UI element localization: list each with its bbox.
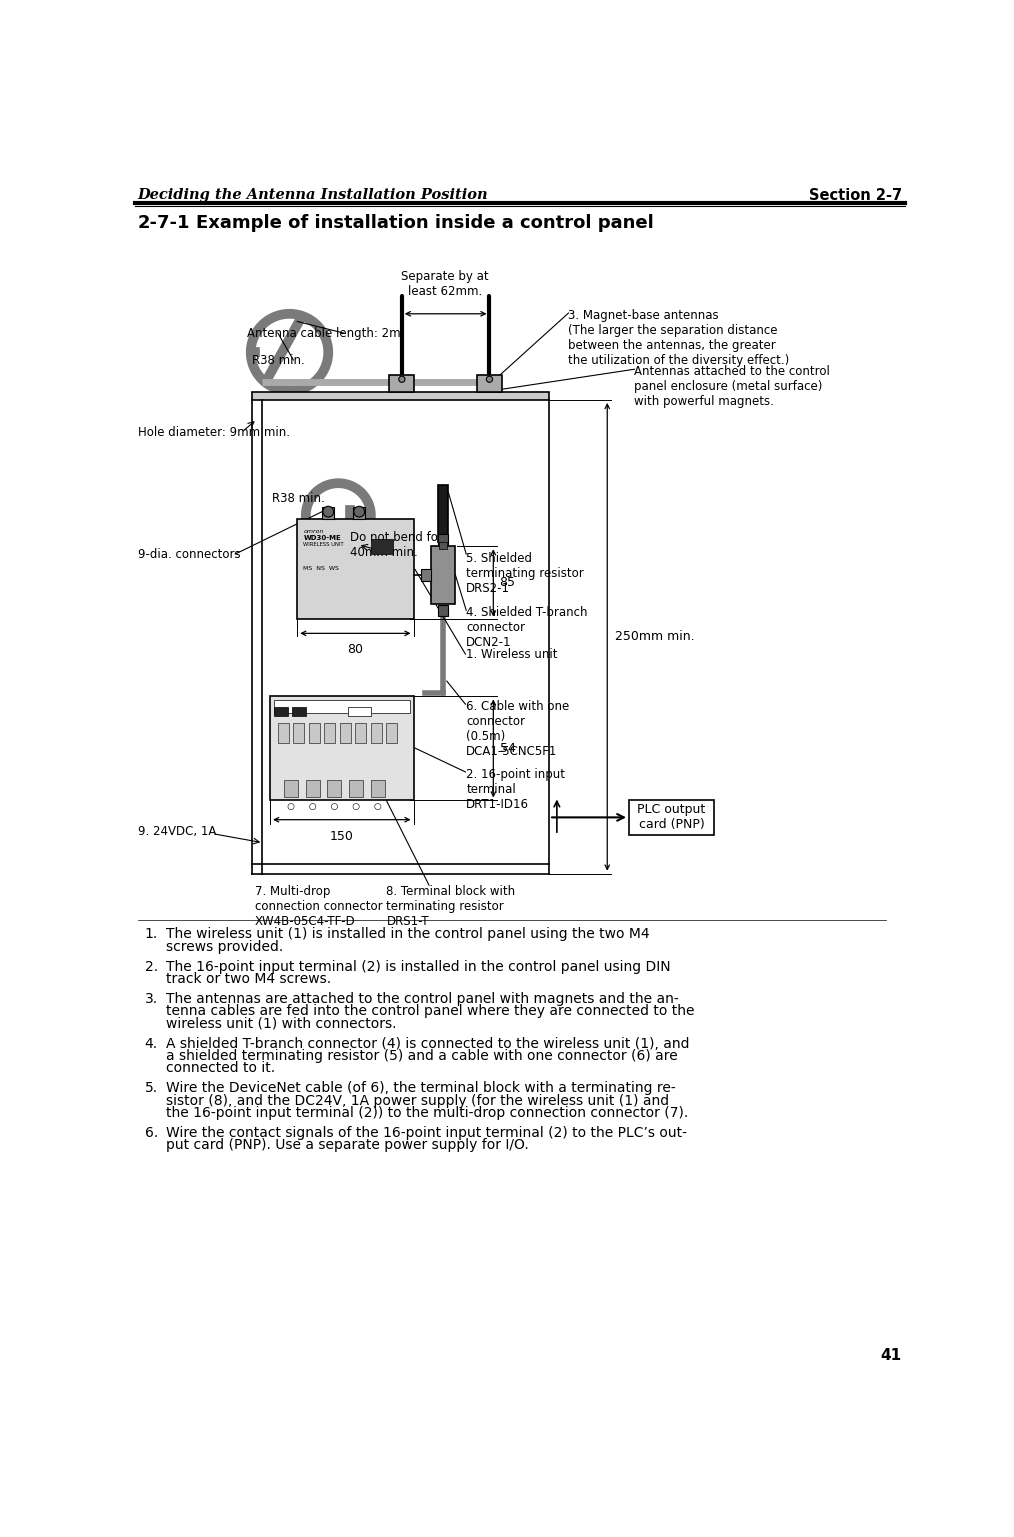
- Text: 7. Multi-drop
connection connector
XW4B-05C4-TF-D: 7. Multi-drop connection connector XW4B-…: [255, 885, 382, 928]
- Bar: [322, 507, 335, 520]
- Bar: [309, 724, 319, 742]
- Text: R38 min.: R38 min.: [273, 492, 325, 506]
- Circle shape: [399, 377, 405, 383]
- Bar: [371, 779, 385, 796]
- Text: 1.: 1.: [145, 927, 158, 942]
- Bar: [477, 375, 502, 392]
- Circle shape: [353, 804, 359, 810]
- Bar: [270, 696, 414, 801]
- Text: 6.: 6.: [145, 1127, 158, 1140]
- Bar: [252, 392, 550, 400]
- Bar: [292, 707, 306, 716]
- Text: 54: 54: [500, 741, 515, 755]
- Bar: [355, 724, 366, 742]
- Bar: [437, 606, 448, 616]
- Text: The antennas are attached to the control panel with magnets and the an-: The antennas are attached to the control…: [165, 993, 678, 1007]
- Bar: [284, 779, 298, 796]
- Bar: [348, 707, 371, 716]
- Text: PLC output
card (PNP): PLC output card (PNP): [638, 804, 706, 832]
- Circle shape: [332, 804, 338, 810]
- Text: 6. Cable with one
connector
(0.5m)
DCA1-5CNC5F1: 6. Cable with one connector (0.5m) DCA1-…: [466, 701, 570, 758]
- Circle shape: [322, 506, 334, 516]
- Text: R38 min.: R38 min.: [252, 354, 305, 366]
- Bar: [328, 779, 342, 796]
- Text: Wire the contact signals of the 16-point input terminal (2) to the PLC’s out-: Wire the contact signals of the 16-point…: [165, 1127, 686, 1140]
- Text: 2.: 2.: [145, 959, 158, 974]
- Bar: [437, 484, 448, 543]
- Bar: [371, 538, 392, 553]
- Bar: [421, 569, 431, 581]
- Bar: [274, 707, 288, 716]
- Bar: [431, 546, 455, 604]
- Bar: [297, 520, 414, 619]
- Bar: [353, 507, 365, 520]
- Text: 2-7-1: 2-7-1: [138, 214, 190, 232]
- Text: 3. Magnet-base antennas
(The larger the separation distance
between the antennas: 3. Magnet-base antennas (The larger the …: [569, 309, 790, 367]
- Text: wireless unit (1) with connectors.: wireless unit (1) with connectors.: [165, 1017, 396, 1031]
- Text: Hole diameter: 9mm min.: Hole diameter: 9mm min.: [138, 426, 290, 440]
- Bar: [274, 699, 410, 713]
- Text: 4. Shielded T-branch
connector
DCN2-1: 4. Shielded T-branch connector DCN2-1: [466, 607, 588, 650]
- Text: 250mm min.: 250mm min.: [615, 630, 695, 642]
- Bar: [340, 724, 351, 742]
- Text: 80: 80: [348, 642, 363, 656]
- Text: Deciding the Antenna Installation Position: Deciding the Antenna Installation Positi…: [138, 189, 488, 203]
- Text: screws provided.: screws provided.: [165, 939, 283, 954]
- Text: Example of installation inside a control panel: Example of installation inside a control…: [197, 214, 654, 232]
- Bar: [349, 779, 363, 796]
- Text: 2. 16-point input
terminal
DRT1-ID16: 2. 16-point input terminal DRT1-ID16: [466, 768, 565, 812]
- Bar: [293, 724, 304, 742]
- Text: MS  NS  WS: MS NS WS: [303, 566, 340, 570]
- Text: connected to it.: connected to it.: [165, 1062, 275, 1076]
- Bar: [629, 801, 714, 835]
- Text: track or two M4 screws.: track or two M4 screws.: [165, 971, 331, 987]
- Text: 150: 150: [330, 830, 353, 842]
- Text: 8. Terminal block with
terminating resistor
DRS1-T: 8. Terminal block with terminating resis…: [386, 885, 515, 928]
- Bar: [371, 724, 381, 742]
- Text: Antenna cable length: 2m: Antenna cable length: 2m: [246, 326, 401, 340]
- Text: 4.: 4.: [145, 1037, 158, 1051]
- Circle shape: [309, 804, 315, 810]
- Text: 3.: 3.: [145, 993, 158, 1007]
- Bar: [306, 779, 319, 796]
- Circle shape: [354, 506, 365, 516]
- Text: a shielded terminating resistor (5) and a cable with one connector (6) are: a shielded terminating resistor (5) and …: [165, 1050, 677, 1064]
- Bar: [439, 543, 447, 549]
- Text: tenna cables are fed into the control panel where they are connected to the: tenna cables are fed into the control pa…: [165, 1005, 694, 1019]
- Text: The wireless unit (1) is installed in the control panel using the two M4: The wireless unit (1) is installed in th…: [165, 927, 649, 942]
- Text: Section 2-7: Section 2-7: [808, 189, 901, 203]
- Text: Wire the DeviceNet cable (of 6), the terminal block with a terminating re-: Wire the DeviceNet cable (of 6), the ter…: [165, 1082, 675, 1096]
- Text: A shielded T-branch connector (4) is connected to the wireless unit (1), and: A shielded T-branch connector (4) is con…: [165, 1037, 689, 1051]
- Text: Do not bend for
40mm min.: Do not bend for 40mm min.: [350, 530, 443, 559]
- Text: put card (PNP). Use a separate power supply for I/O.: put card (PNP). Use a separate power sup…: [165, 1139, 528, 1153]
- Text: The 16-point input terminal (2) is installed in the control panel using DIN: The 16-point input terminal (2) is insta…: [165, 959, 670, 974]
- Circle shape: [288, 804, 294, 810]
- Circle shape: [487, 377, 493, 383]
- Text: WIRELESS UNIT: WIRELESS UNIT: [303, 541, 344, 547]
- Text: sistor (8), and the DC24V, 1A power supply (for the wireless unit (1) and: sistor (8), and the DC24V, 1A power supp…: [165, 1094, 668, 1108]
- Text: 5. Shielded
terminating resistor
DRS2-1: 5. Shielded terminating resistor DRS2-1: [466, 552, 584, 595]
- Bar: [324, 724, 336, 742]
- Bar: [386, 724, 397, 742]
- Text: 1. Wireless unit: 1. Wireless unit: [466, 647, 558, 661]
- Bar: [437, 533, 448, 544]
- Text: 9. 24VDC, 1A: 9. 24VDC, 1A: [138, 825, 216, 838]
- Text: the 16-point input terminal (2)) to the multi-drop connection connector (7).: the 16-point input terminal (2)) to the …: [165, 1107, 687, 1120]
- Text: 9-dia. connectors: 9-dia. connectors: [138, 547, 240, 561]
- Text: WD30-ME: WD30-ME: [303, 535, 341, 541]
- Bar: [389, 375, 415, 392]
- Text: 5.: 5.: [145, 1082, 158, 1096]
- Text: omron: omron: [303, 529, 323, 533]
- Circle shape: [375, 804, 381, 810]
- Text: 85: 85: [500, 576, 515, 589]
- Text: 41: 41: [880, 1348, 901, 1362]
- Bar: [278, 724, 289, 742]
- Text: Antennas attached to the control
panel enclosure (metal surface)
with powerful m: Antennas attached to the control panel e…: [635, 366, 830, 409]
- Text: Separate by at
least 62mm.: Separate by at least 62mm.: [402, 271, 489, 298]
